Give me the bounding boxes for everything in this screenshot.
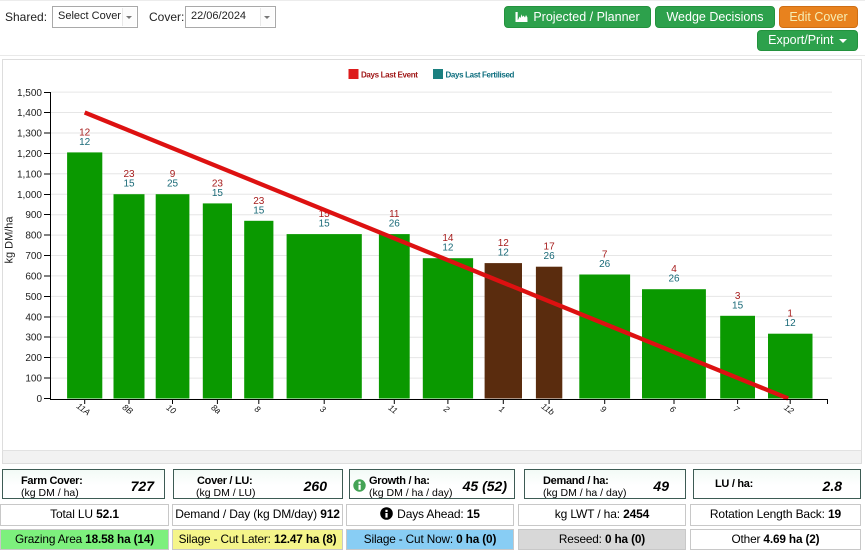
svg-text:15: 15 <box>319 209 331 220</box>
svg-text:26: 26 <box>599 259 611 270</box>
svg-text:1,400: 1,400 <box>17 108 42 119</box>
svg-text:11: 11 <box>389 209 400 220</box>
svg-text:8a: 8a <box>209 402 223 416</box>
svg-text:6: 6 <box>668 404 678 415</box>
svg-text:17: 17 <box>544 242 556 253</box>
svg-text:12: 12 <box>442 243 454 254</box>
svg-text:15: 15 <box>212 188 224 199</box>
svg-text:12: 12 <box>79 127 91 138</box>
svg-text:8B: 8B <box>121 402 136 416</box>
svg-text:1: 1 <box>497 404 507 415</box>
svg-text:100: 100 <box>25 374 42 385</box>
svg-text:26: 26 <box>389 219 401 230</box>
svg-text:300: 300 <box>25 333 42 344</box>
svg-text:25: 25 <box>167 179 179 190</box>
svg-text:900: 900 <box>25 210 42 221</box>
svg-text:2: 2 <box>441 403 452 415</box>
svg-text:9: 9 <box>599 404 609 415</box>
svg-text:11A: 11A <box>75 401 93 418</box>
svg-text:600: 600 <box>25 272 42 283</box>
svg-text:1,500: 1,500 <box>17 88 42 99</box>
svg-text:8: 8 <box>253 404 263 415</box>
svg-text:23: 23 <box>212 178 224 189</box>
svg-text:Days Last Event: Days Last Event <box>361 71 418 80</box>
svg-text:12: 12 <box>79 137 91 148</box>
svg-text:10: 10 <box>164 402 178 416</box>
svg-text:12: 12 <box>498 248 510 259</box>
svg-text:15: 15 <box>123 179 135 190</box>
svg-text:Days Last Fertilised: Days Last Fertilised <box>446 71 515 80</box>
svg-text:11b: 11b <box>539 401 556 417</box>
svg-text:9: 9 <box>170 169 176 180</box>
svg-text:12: 12 <box>782 402 796 416</box>
svg-text:12: 12 <box>498 238 510 249</box>
svg-text:3: 3 <box>735 291 741 302</box>
svg-text:15: 15 <box>732 300 744 311</box>
svg-text:0: 0 <box>36 394 42 405</box>
svg-text:1: 1 <box>787 309 793 320</box>
svg-text:3: 3 <box>318 404 328 415</box>
svg-text:4: 4 <box>671 264 677 275</box>
svg-text:12: 12 <box>785 318 797 329</box>
svg-text:14: 14 <box>442 233 454 244</box>
svg-text:500: 500 <box>25 292 42 303</box>
svg-text:15: 15 <box>319 219 331 230</box>
svg-text:1,000: 1,000 <box>17 190 42 201</box>
svg-text:1,300: 1,300 <box>17 129 42 140</box>
svg-text:700: 700 <box>25 251 42 262</box>
svg-text:1,200: 1,200 <box>17 149 42 160</box>
svg-text:7: 7 <box>602 250 608 261</box>
svg-text:200: 200 <box>25 353 42 364</box>
svg-text:15: 15 <box>253 205 265 216</box>
svg-text:23: 23 <box>253 196 265 207</box>
svg-text:26: 26 <box>668 274 680 285</box>
svg-text:kg DM/ha: kg DM/ha <box>4 216 16 264</box>
svg-text:26: 26 <box>544 251 556 262</box>
svg-text:800: 800 <box>25 231 42 242</box>
svg-text:7: 7 <box>732 404 742 415</box>
svg-text:1,100: 1,100 <box>17 170 42 181</box>
svg-text:11: 11 <box>387 402 400 415</box>
svg-text:400: 400 <box>25 313 42 324</box>
svg-text:23: 23 <box>123 169 135 180</box>
